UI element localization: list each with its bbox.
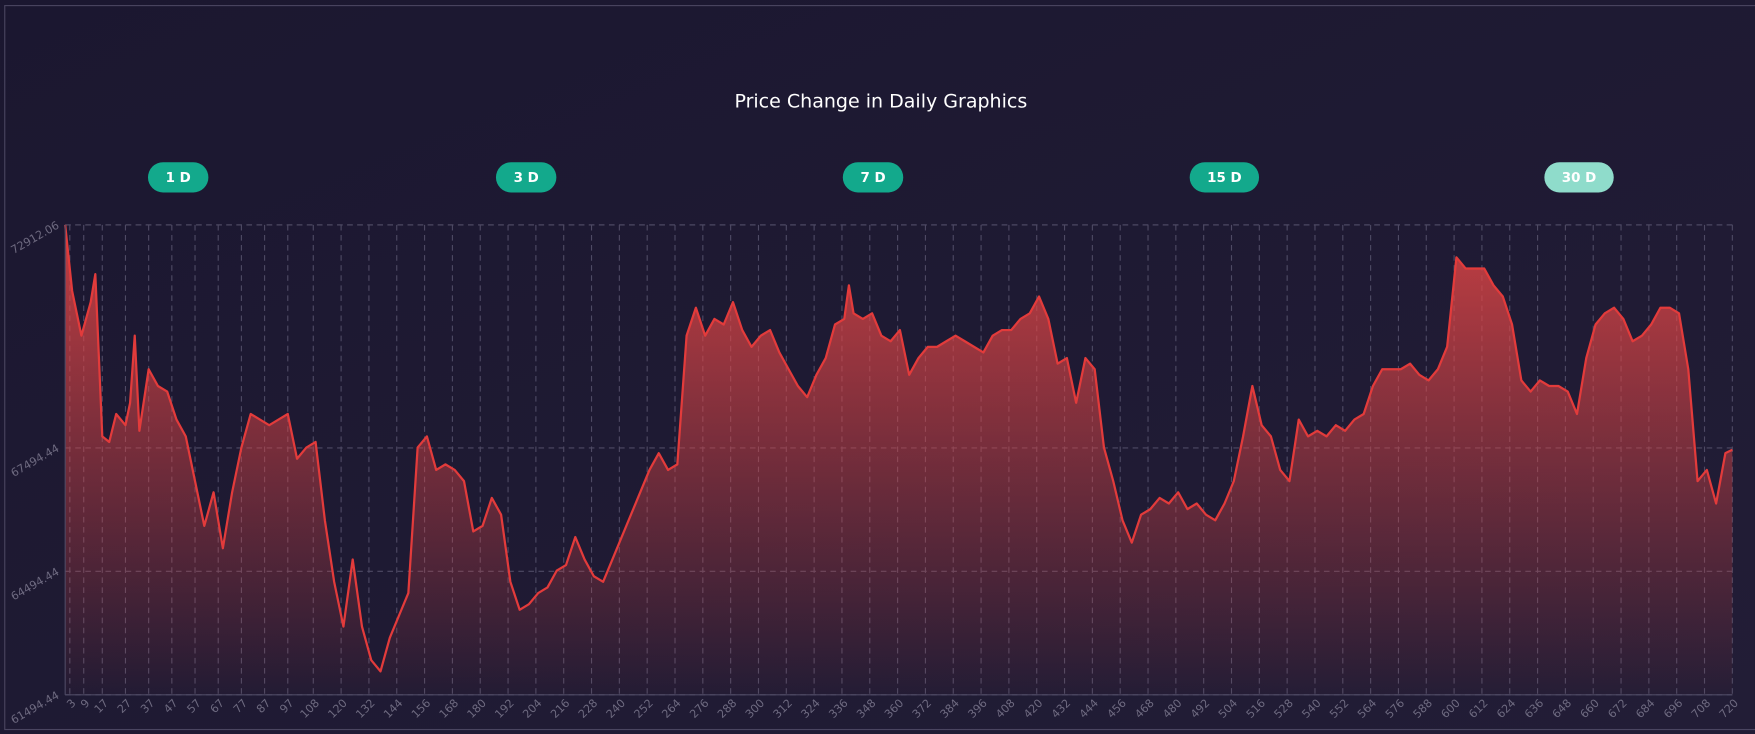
range-buttons: 1 D 3 D 7 D 15 D 30 D: [147, 162, 1614, 193]
range-button[interactable]: 15 D: [1189, 162, 1260, 193]
range-button[interactable]: 3 D: [495, 162, 557, 193]
button-bg: [495, 162, 557, 193]
range-button[interactable]: 1 D: [147, 162, 209, 193]
chart-title: Price Change in Daily Graphics: [734, 90, 1027, 112]
button-bg: [147, 162, 209, 193]
price-line: [64, 224, 1733, 673]
button-bg: [1544, 162, 1614, 193]
frame: [4, 5, 1755, 731]
button-label: 7 D: [860, 171, 885, 186]
button-label: 15 D: [1207, 171, 1241, 186]
range-button[interactable]: 30 D: [1544, 162, 1614, 193]
button-bg: [842, 162, 904, 193]
button-label: 1 D: [166, 171, 191, 186]
button-bg: [1189, 162, 1260, 193]
button-label: 30 D: [1562, 171, 1596, 186]
button-label: 3 D: [514, 171, 539, 186]
plot: [64, 224, 1733, 695]
range-button[interactable]: 7 D: [842, 162, 904, 193]
area-fill: [65, 224, 1733, 695]
